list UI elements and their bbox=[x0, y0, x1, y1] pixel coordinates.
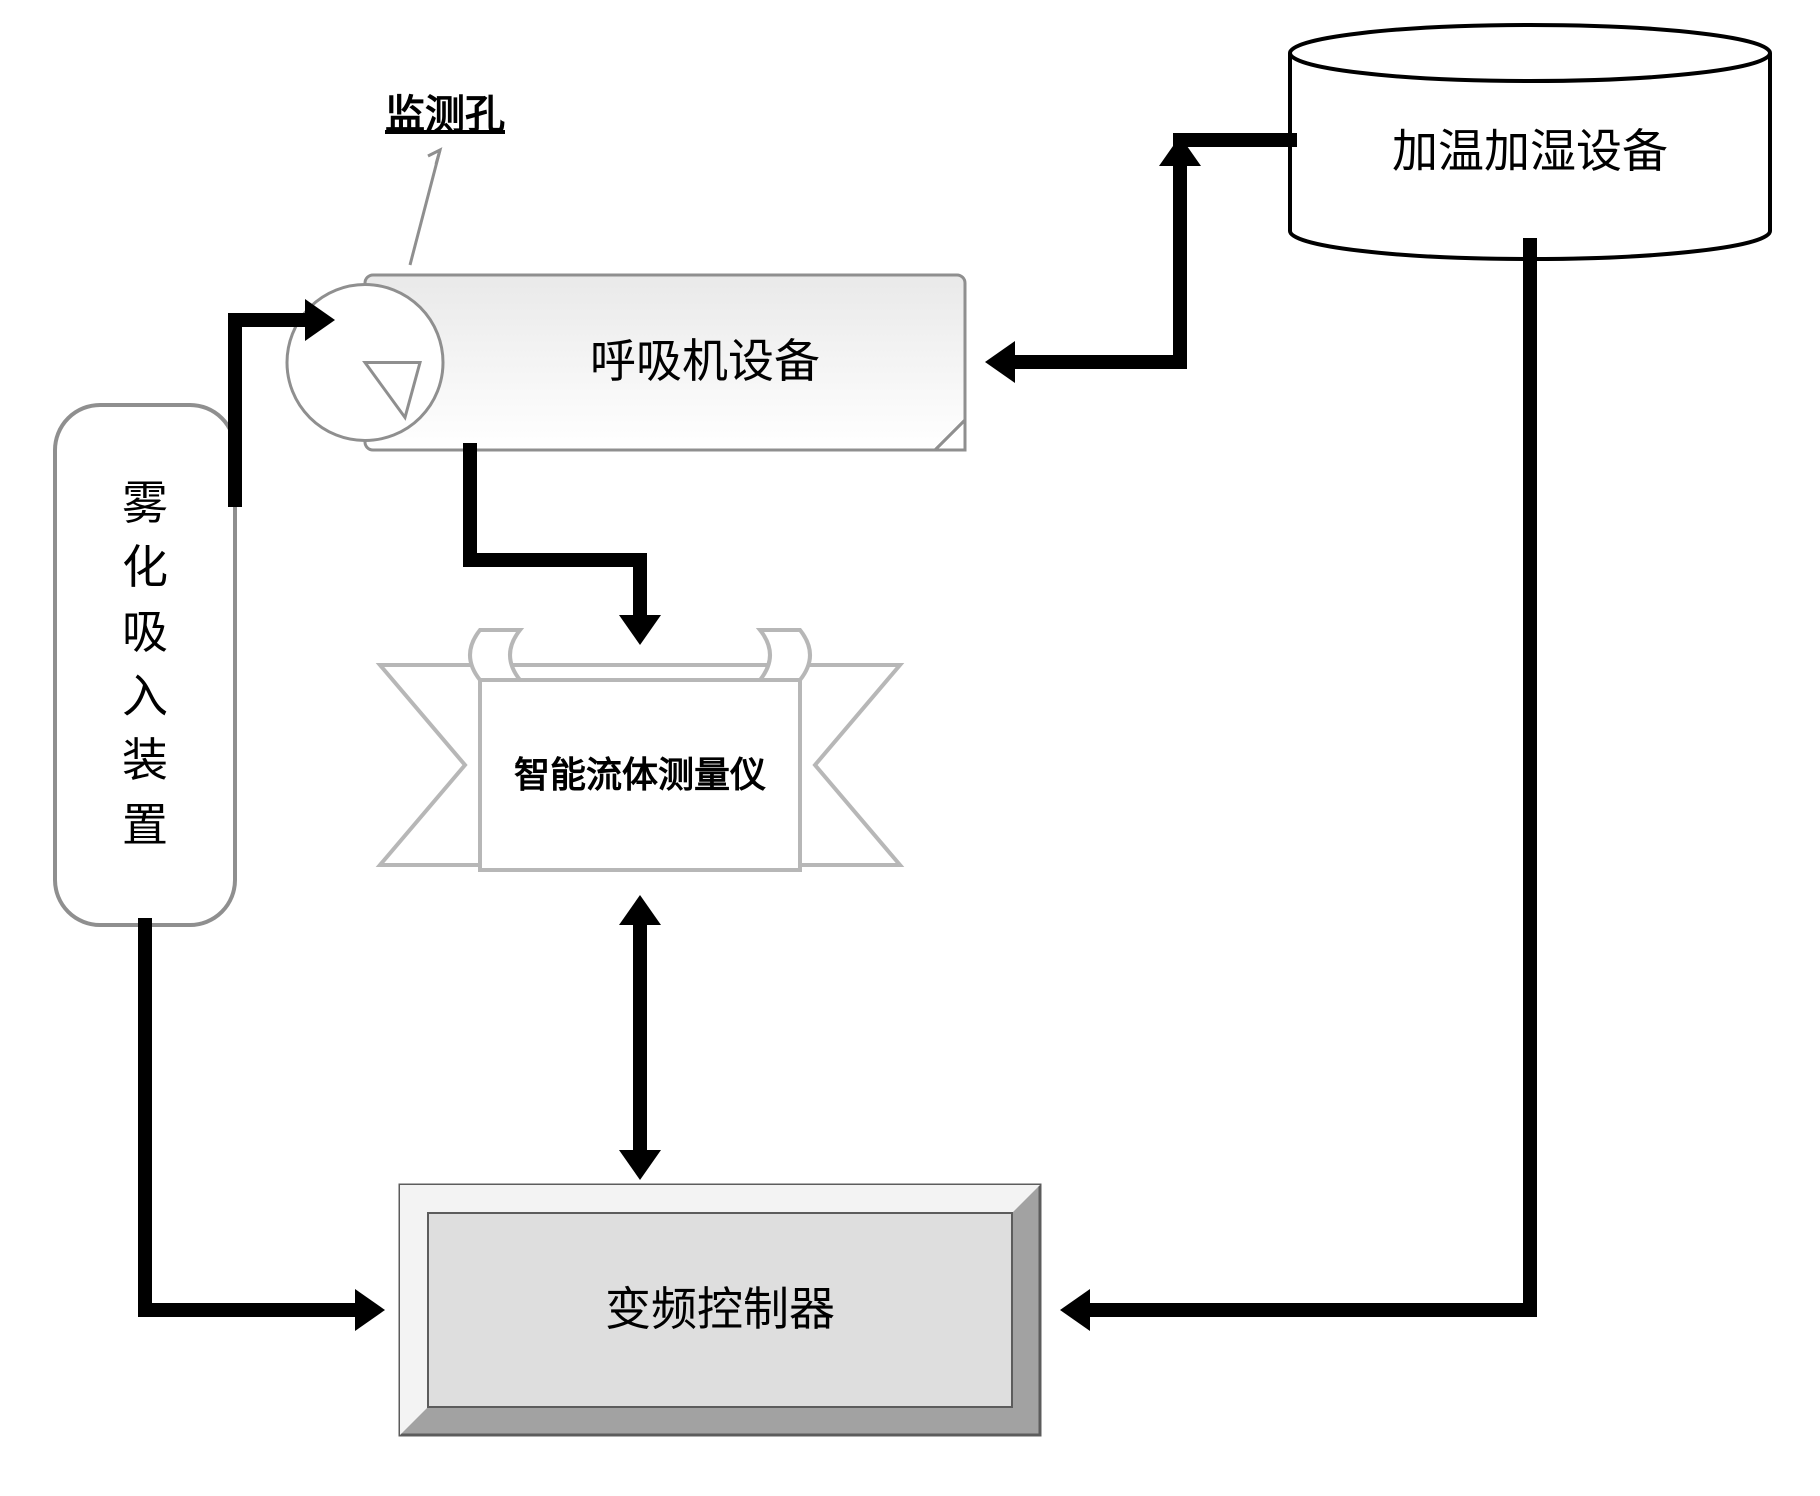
label-monitor-hole: 监测孔 bbox=[355, 85, 535, 145]
label-humidifier: 加温加湿设备 bbox=[1290, 60, 1770, 245]
diagram-canvas: 监测孔 加温加湿设备 呼吸机设备 雾 化 吸 入 装 置 智能流体测量仪 变频控… bbox=[0, 0, 1820, 1496]
label-flowmeter: 智能流体测量仪 bbox=[480, 680, 800, 870]
label-nebulizer: 雾 化 吸 入 装 置 bbox=[55, 405, 235, 925]
label-ventilator: 呼吸机设备 bbox=[445, 275, 965, 450]
label-controller: 变频控制器 bbox=[400, 1185, 1040, 1435]
